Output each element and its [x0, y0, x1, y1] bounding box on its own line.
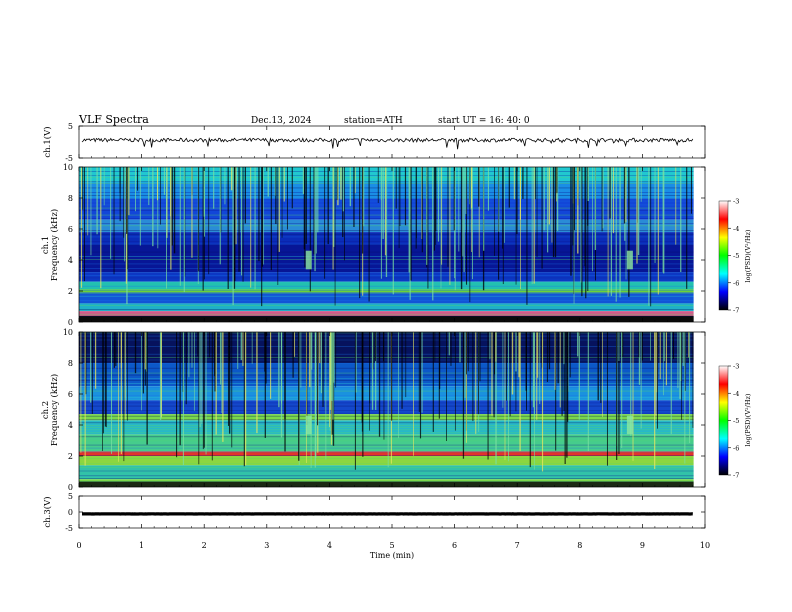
spectrogram-band — [79, 414, 694, 421]
y-tick-label: 8 — [68, 194, 73, 203]
time-axis-label: Time (min) — [370, 551, 414, 560]
x-tick-label: 3 — [264, 541, 269, 550]
colorbar-tick-label: -6 — [733, 444, 739, 452]
colorbar-tick-label: -4 — [733, 225, 739, 233]
y-tick-label: 10 — [63, 328, 73, 337]
time-axis-ticks: 0 1 2 3 4 5 6 7 8 9 10 — [76, 126, 710, 550]
start-ut-label: start UT = 16: 40: 0 — [438, 116, 530, 126]
spectrogram-band — [79, 281, 694, 290]
y-tick-label: 0 — [68, 318, 73, 327]
date-label: Dec.13, 2024 — [251, 116, 312, 126]
ch1-spectrogram-panel: 0 2 4 6 8 10 ch.1 Frequency (kHz) — [41, 163, 706, 327]
colorbar-tick-label: -3 — [733, 198, 739, 206]
spectrogram-band — [79, 289, 694, 293]
spectrogram-event — [626, 250, 633, 270]
ch1-spectrogram-yticks: 0 2 4 6 8 10 — [63, 163, 705, 327]
y-tick-label: 4 — [68, 421, 73, 430]
ch2-spectrogram-ylabel: Frequency (kHz) — [49, 374, 60, 446]
x-tick-label: 7 — [515, 541, 520, 550]
ch2-colorbar-gradient — [718, 365, 729, 476]
ch1-waveform-ylabel: ch.1(V) — [42, 126, 53, 157]
ch1-colorbar-gradient — [718, 200, 729, 311]
colorbar-tick-label: -7 — [733, 472, 739, 480]
x-tick-label: 9 — [640, 541, 645, 550]
ch1-waveform-line — [81, 136, 694, 150]
colorbar-tick-label: -5 — [733, 252, 739, 260]
figure-title: VLF Spectra — [78, 113, 149, 126]
ch1-waveform-yticks: 5 -5 — [65, 122, 705, 163]
spectrogram-band — [79, 456, 694, 466]
spectrogram-band — [79, 303, 694, 312]
spectrogram-event — [626, 415, 633, 435]
x-tick-label: 0 — [76, 541, 81, 550]
colorbar-tick-label: -5 — [733, 417, 739, 425]
ch2-spectrogram-panel: 0 2 4 6 8 10 ch.2 Frequency (kHz) — [41, 328, 706, 492]
spectrogram-empty-tail — [693, 167, 705, 322]
y-tick-label: 8 — [68, 359, 73, 368]
y-tick-label: 6 — [68, 390, 73, 399]
ch3-waveform-yticks: 5 0 -5 — [65, 492, 705, 533]
y-tick-label: -5 — [65, 154, 73, 163]
colorbar-tick-label: -3 — [733, 363, 739, 371]
ch2-spectrogram-channel-label: ch.2 — [41, 401, 51, 419]
y-tick-label: 0 — [68, 508, 73, 517]
spectrogram-low-band — [79, 316, 694, 322]
y-tick-label: 5 — [68, 122, 73, 131]
y-tick-label: 2 — [68, 287, 73, 296]
y-tick-label: 2 — [68, 452, 73, 461]
y-tick-label: 6 — [68, 225, 73, 234]
spectrogram-empty-tail — [693, 332, 705, 487]
ch1-waveform-frame — [78, 125, 706, 159]
ch2-spectrogram-yticks: 0 2 4 6 8 10 — [63, 328, 705, 492]
ch1-spectrogram-image — [79, 167, 705, 322]
ch1-colorbar: -3 -4 -5 -6 -7 log(PSD)(V²/Hz) — [718, 198, 752, 315]
x-tick-label: 8 — [577, 541, 582, 550]
y-tick-label: 5 — [68, 492, 73, 501]
x-tick-label: 5 — [389, 541, 394, 550]
y-tick-label: 10 — [63, 163, 73, 172]
spectrogram-event — [305, 415, 312, 435]
y-tick-label: -5 — [65, 524, 73, 533]
x-tick-label: 4 — [327, 541, 332, 550]
ch1-spectrogram-ylabel: Frequency (kHz) — [49, 209, 60, 281]
spectrogram-band — [79, 434, 694, 452]
ch1-colorbar-label: log(PSD)(V²/Hz) — [744, 229, 752, 282]
y-tick-label: 4 — [68, 256, 73, 265]
ch1-spectrogram-channel-label: ch.1 — [41, 236, 51, 254]
ch1-colorbar-ticks: -3 -4 -5 -6 -7 — [728, 198, 739, 315]
x-tick-label: 10 — [700, 541, 710, 550]
colorbar-tick-label: -6 — [733, 279, 739, 287]
ch2-spectrogram-image — [79, 332, 705, 487]
ch2-colorbar-label: log(PSD)(V²/Hz) — [744, 393, 752, 446]
y-tick-label: 0 — [68, 483, 73, 492]
spectrogram-band — [79, 292, 694, 304]
x-tick-label: 1 — [139, 541, 144, 550]
x-tick-label: 2 — [202, 541, 207, 550]
spectrogram-band — [79, 363, 694, 387]
colorbar-tick-label: -7 — [733, 307, 739, 315]
spectrogram-low-band — [79, 481, 694, 487]
ch3-waveform-frame — [78, 495, 706, 529]
ch2-colorbar: -3 -4 -5 -6 -7 log(PSD)(V²/Hz) — [718, 363, 752, 480]
ch3-waveform-ylabel: ch.3(V) — [42, 496, 53, 527]
spectrogram-band — [79, 451, 694, 456]
station-label: station=ATH — [344, 116, 403, 126]
ch2-colorbar-ticks: -3 -4 -5 -6 -7 — [728, 363, 739, 480]
spectrogram-event — [305, 250, 312, 270]
spectrogram-band — [79, 400, 694, 415]
x-tick-label: 6 — [452, 541, 457, 550]
spectrogram-band — [79, 272, 694, 282]
spectrogram-band — [79, 311, 694, 316]
colorbar-tick-label: -4 — [733, 390, 739, 398]
spectrogram-band — [79, 332, 694, 363]
